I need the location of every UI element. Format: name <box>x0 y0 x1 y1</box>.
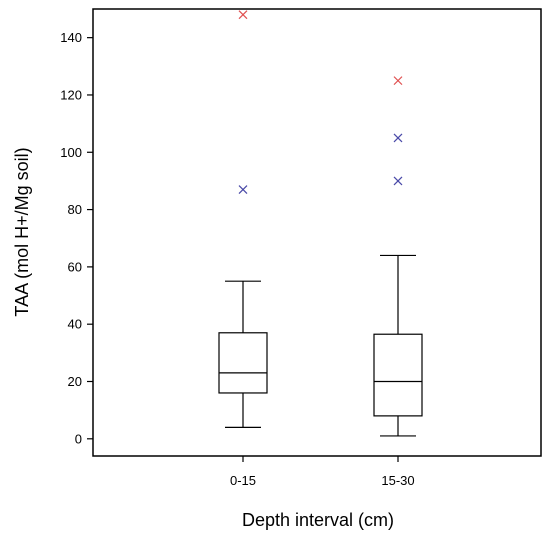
y-axis-title: TAA (mol H+/Mg soil) <box>12 147 32 316</box>
outlier-stroke <box>393 176 403 186</box>
outlier-stroke <box>393 76 403 86</box>
y-tick-label: 40 <box>68 317 82 332</box>
box-0-15 <box>218 280 268 428</box>
interquartile-box <box>218 332 268 394</box>
plot-frame <box>92 8 542 457</box>
boxes <box>218 254 423 437</box>
outlier-point <box>393 133 403 143</box>
outlier-stroke <box>393 133 403 143</box>
y-tick-label: 0 <box>75 431 82 446</box>
outlier-point <box>238 10 248 20</box>
x-axis: 0-15 15-30 <box>230 456 415 488</box>
y-tick-label: 80 <box>68 202 82 217</box>
outlier-stroke <box>238 185 248 194</box>
y-tick-label: 140 <box>60 30 82 45</box>
box-15-30 <box>373 254 423 437</box>
y-tick-label: 60 <box>68 259 82 274</box>
outlier-stroke <box>238 10 248 20</box>
y-axis: 0 20 40 60 80 100 120 140 <box>60 30 93 446</box>
x-tick-label: 0-15 <box>230 473 256 488</box>
outlier-point <box>393 76 403 86</box>
outlier-point <box>393 176 403 186</box>
x-tick-label: 15-30 <box>381 473 414 488</box>
y-tick-label: 100 <box>60 145 82 160</box>
y-tick-label: 20 <box>68 374 82 389</box>
y-tick-label: 120 <box>60 87 82 102</box>
outliers <box>238 10 403 194</box>
outlier-point <box>238 185 248 194</box>
interquartile-box <box>373 333 423 417</box>
x-axis-title: Depth interval (cm) <box>242 510 394 530</box>
